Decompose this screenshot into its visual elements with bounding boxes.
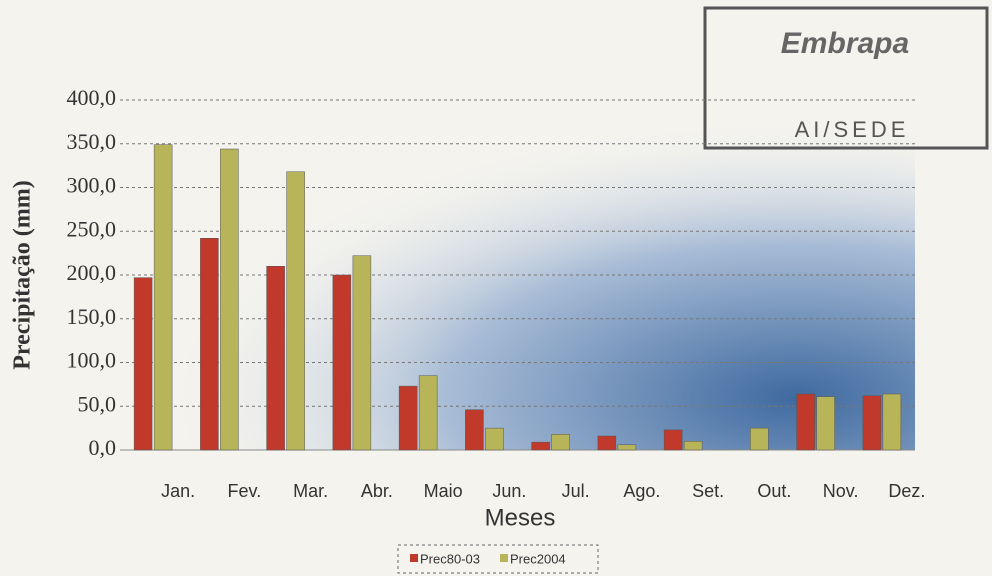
x-tick-label: Jul. [562,481,590,501]
x-tick-label: Mar. [293,481,328,501]
x-tick-label: Jan. [161,481,195,501]
bar [220,148,239,451]
x-tick-label: Out. [757,481,791,501]
bar [816,396,835,451]
x-tick-label: Nov. [823,481,859,501]
bar [352,255,372,451]
bar [465,409,484,451]
bar [485,427,504,451]
y-axis-title: Precipitação (mm) [10,180,36,369]
legend-label: Prec2004 [510,551,566,566]
x-tick-label: Fev. [228,481,262,501]
legend-swatch [410,554,418,562]
bar [796,393,815,451]
bar [597,435,617,451]
y-tick-label: 300,0 [67,173,117,198]
bar [286,171,305,451]
y-tick-label: 350,0 [67,129,117,154]
y-tick-label: 200,0 [67,260,117,285]
y-tick-label: 0,0 [89,435,117,460]
bar [153,144,173,451]
bar [266,266,285,451]
bar [133,277,153,451]
legend-swatch [500,554,508,562]
bar [750,427,769,451]
bar [531,441,550,451]
x-tick-label: Abr. [361,481,393,501]
y-tick-label: 50,0 [78,391,117,416]
y-tick-label: 150,0 [67,304,117,329]
bar [332,274,352,451]
bar [200,238,219,451]
x-tick-label: Dez. [888,481,925,501]
bar [418,375,438,451]
bar [882,393,902,451]
y-tick-label: 250,0 [67,216,117,241]
y-tick-label: 100,0 [67,348,117,373]
bar [617,444,637,451]
bar [862,395,882,451]
bar [663,429,683,451]
stamp-box [703,6,989,150]
bar [551,434,570,451]
stamp-logo: Embrapa [781,27,909,60]
x-tick-label: Maio [424,481,463,501]
stamp-text: AI/SEDE [795,117,910,142]
bar [398,385,418,451]
x-tick-label: Set. [692,481,724,501]
x-tick-label: Ago. [623,481,660,501]
x-axis-title: Meses [485,504,556,531]
legend-label: Prec80-03 [420,551,480,566]
x-tick-label: Jun. [492,481,526,501]
bar [683,441,703,451]
y-tick-label: 400,0 [67,85,117,110]
